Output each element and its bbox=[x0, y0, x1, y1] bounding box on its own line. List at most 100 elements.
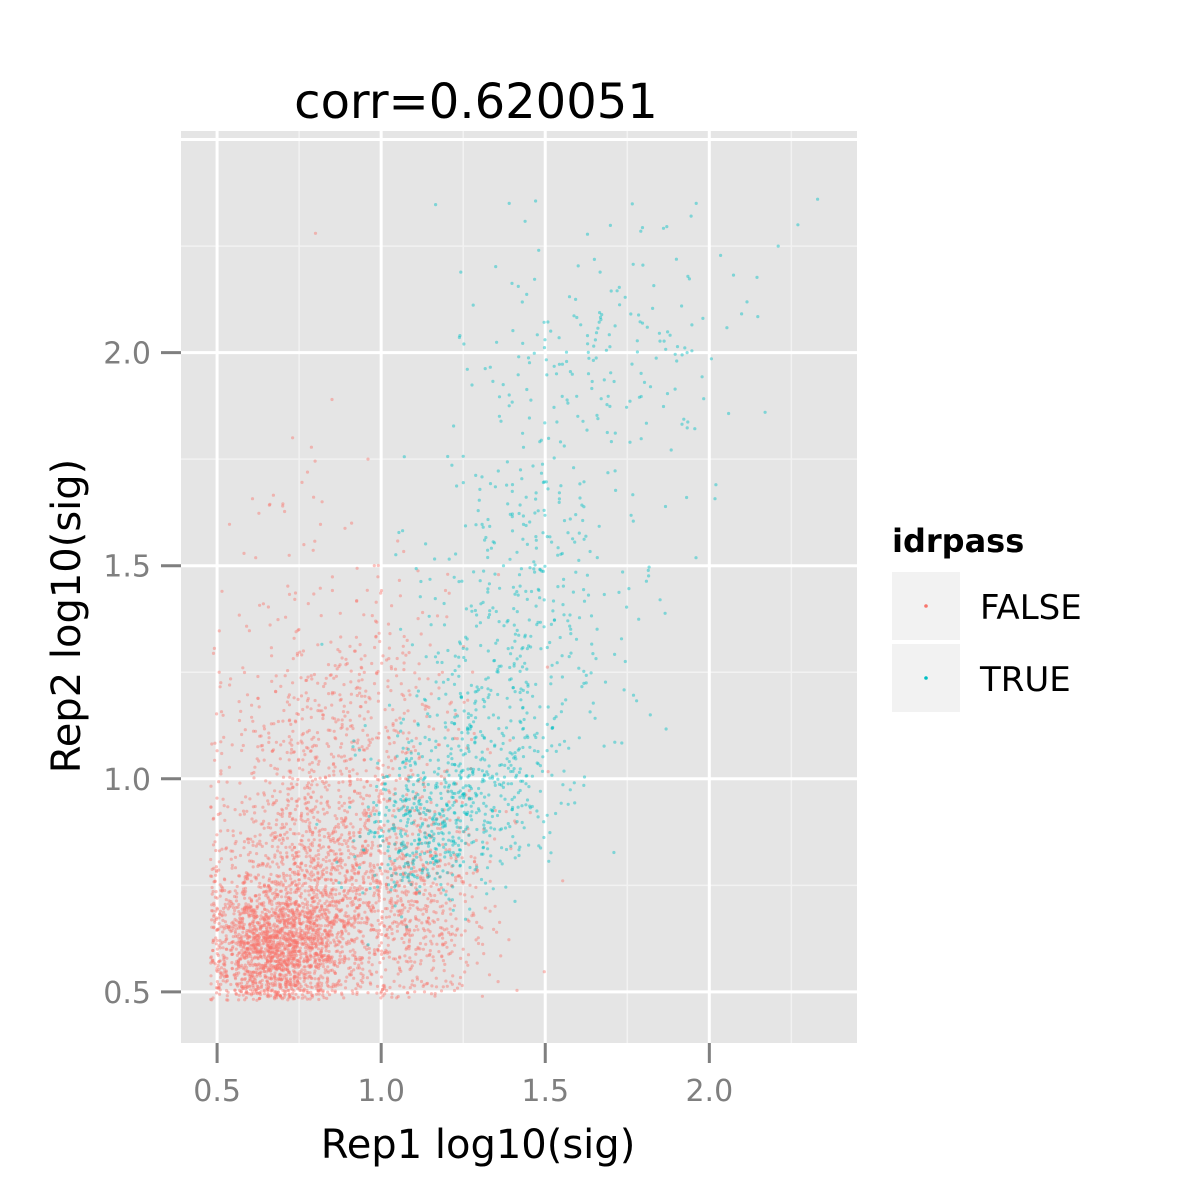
point-true bbox=[353, 855, 357, 859]
point-false bbox=[293, 879, 297, 883]
point-false bbox=[361, 901, 365, 905]
point-false bbox=[343, 926, 347, 930]
point-true bbox=[506, 618, 510, 623]
point-false bbox=[466, 963, 470, 967]
point-false bbox=[400, 936, 404, 941]
point-true bbox=[434, 858, 438, 862]
point-false bbox=[546, 770, 550, 774]
point-false bbox=[238, 781, 242, 785]
point-false bbox=[358, 791, 362, 796]
point-true bbox=[528, 745, 532, 749]
point-false bbox=[227, 926, 231, 930]
point-false bbox=[367, 951, 371, 955]
point-false bbox=[371, 904, 375, 908]
point-false bbox=[309, 990, 313, 995]
point-false bbox=[266, 862, 270, 866]
point-false bbox=[264, 938, 268, 942]
point-false bbox=[246, 853, 250, 857]
point-false bbox=[295, 931, 299, 936]
point-false bbox=[375, 672, 379, 676]
point-false bbox=[420, 921, 424, 925]
point-false bbox=[239, 831, 243, 835]
point-false bbox=[309, 926, 313, 930]
point-false bbox=[301, 768, 305, 772]
point-true bbox=[375, 803, 379, 807]
point-false bbox=[257, 885, 261, 889]
point-false bbox=[246, 970, 250, 974]
point-false bbox=[239, 943, 243, 947]
point-false bbox=[365, 588, 369, 592]
point-false bbox=[314, 960, 318, 964]
point-false bbox=[257, 896, 261, 901]
point-false bbox=[261, 748, 265, 752]
point-false bbox=[414, 891, 418, 895]
point-false bbox=[235, 982, 239, 986]
point-false bbox=[310, 677, 314, 681]
point-false bbox=[259, 949, 263, 953]
point-false bbox=[267, 857, 271, 861]
point-false bbox=[248, 922, 252, 926]
point-false bbox=[332, 922, 336, 927]
point-true bbox=[320, 642, 324, 646]
point-false bbox=[323, 924, 327, 928]
point-false bbox=[237, 920, 241, 925]
point-false bbox=[358, 714, 362, 718]
point-false bbox=[223, 818, 227, 823]
point-false bbox=[283, 509, 287, 514]
point-true bbox=[589, 614, 594, 618]
point-false bbox=[258, 603, 262, 607]
point-false bbox=[309, 878, 313, 882]
point-false bbox=[238, 916, 242, 920]
point-true bbox=[482, 705, 486, 709]
point-false bbox=[250, 912, 254, 916]
point-false bbox=[229, 857, 233, 861]
point-false bbox=[307, 728, 311, 733]
point-true bbox=[427, 614, 431, 618]
point-false bbox=[377, 800, 381, 804]
point-false bbox=[388, 900, 392, 905]
point-false bbox=[316, 643, 320, 647]
point-true bbox=[408, 854, 412, 858]
point-false bbox=[280, 913, 284, 917]
point-false bbox=[370, 661, 374, 666]
point-false bbox=[308, 910, 312, 914]
point-false bbox=[301, 993, 305, 997]
point-false bbox=[274, 799, 279, 803]
point-false bbox=[310, 932, 314, 936]
point-false bbox=[276, 845, 280, 849]
point-false bbox=[349, 800, 353, 805]
point-false bbox=[282, 708, 286, 713]
point-false bbox=[345, 942, 349, 946]
point-false bbox=[358, 691, 362, 695]
point-true bbox=[468, 865, 472, 870]
point-false bbox=[295, 983, 299, 987]
point-true bbox=[464, 784, 468, 788]
point-false bbox=[300, 480, 304, 484]
point-false bbox=[300, 884, 304, 888]
point-false bbox=[303, 795, 307, 800]
point-false bbox=[392, 920, 396, 924]
point-false bbox=[358, 851, 363, 855]
point-true bbox=[423, 851, 427, 856]
point-true bbox=[551, 725, 555, 730]
point-false bbox=[388, 742, 392, 746]
point-false bbox=[263, 969, 267, 974]
point-false bbox=[231, 902, 235, 906]
point-false bbox=[282, 913, 286, 918]
point-false bbox=[250, 957, 254, 961]
point-false bbox=[239, 940, 243, 944]
point-false bbox=[281, 944, 286, 948]
point-false bbox=[212, 926, 216, 930]
point-false bbox=[264, 914, 268, 918]
point-false bbox=[277, 838, 281, 842]
point-true bbox=[377, 811, 381, 815]
point-false bbox=[293, 861, 297, 865]
point-false bbox=[358, 817, 363, 821]
point-false bbox=[306, 812, 310, 816]
point-true bbox=[434, 739, 438, 743]
point-true bbox=[417, 891, 422, 895]
point-false bbox=[324, 936, 328, 940]
point-true bbox=[428, 714, 432, 719]
point-false bbox=[314, 905, 318, 909]
point-false bbox=[249, 946, 253, 950]
